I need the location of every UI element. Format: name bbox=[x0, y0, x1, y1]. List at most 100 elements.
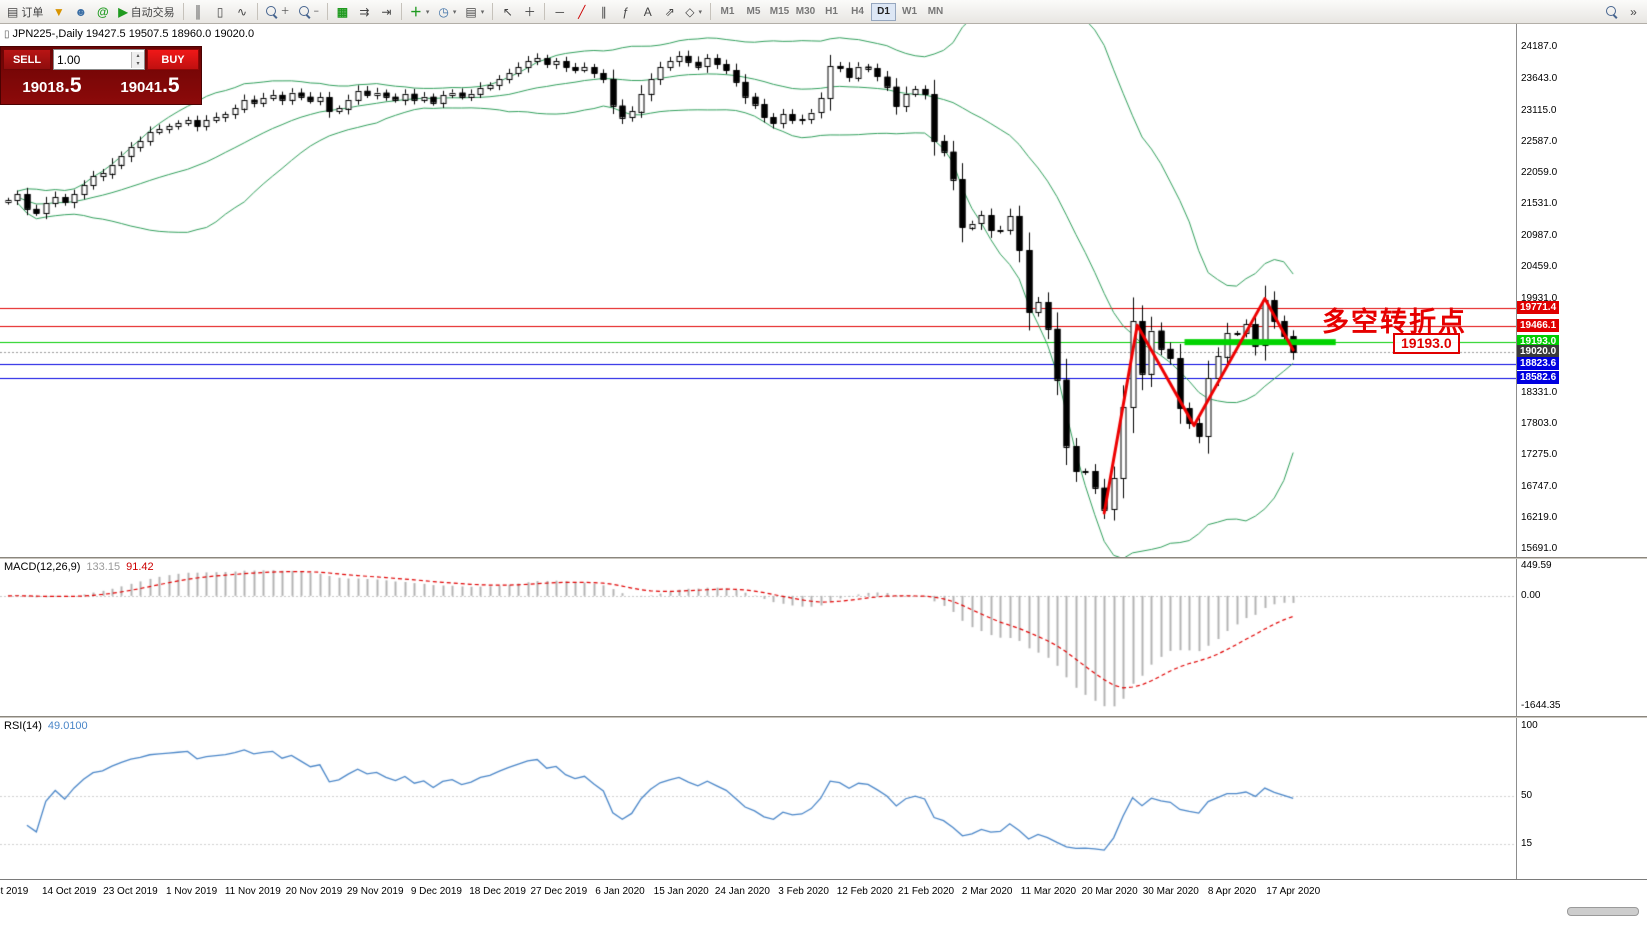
text-tool-icon: A bbox=[643, 4, 652, 19]
volume-box: ▴ ▾ bbox=[53, 49, 145, 70]
price-axis-label: 17803.0 bbox=[1521, 418, 1558, 430]
crosshair-icon: ＋ bbox=[523, 4, 536, 19]
auto-scroll-button[interactable]: ⇉ bbox=[354, 2, 375, 22]
macd-label: MACD(12,26,9) 133.15 91.42 bbox=[4, 561, 154, 573]
price-tag: 19020.0 bbox=[1517, 345, 1560, 359]
fibonacci-button[interactable]: ƒ bbox=[615, 2, 636, 22]
shapes-tool-button[interactable]: ◇ ▾ bbox=[681, 2, 706, 22]
timeframe-h4-button[interactable]: H4 bbox=[845, 3, 870, 21]
date-label: 14 Oct 2019 bbox=[41, 886, 97, 897]
date-label: 20 Nov 2019 bbox=[285, 886, 343, 897]
price-axis-label: 23115.0 bbox=[1521, 104, 1557, 116]
macd-name: MACD(12,26,9) bbox=[4, 561, 81, 573]
horizontal-scrollbar-thumb[interactable] bbox=[1567, 907, 1639, 916]
price-axis-label: 15691.0 bbox=[1521, 542, 1558, 554]
line-chart-button[interactable]: ∿ bbox=[232, 2, 253, 22]
bar-chart-icon: ║ bbox=[193, 4, 203, 19]
panel-splitter[interactable] bbox=[0, 716, 1647, 718]
profiles-button[interactable]: ☻ bbox=[70, 2, 91, 22]
auto-trading-label: 自动交易 bbox=[130, 6, 175, 19]
crosshair-button[interactable]: ＋ bbox=[519, 2, 540, 22]
macd-axis-label: 449.59 bbox=[1521, 560, 1552, 571]
price-axis-label: 19931.0 bbox=[1521, 292, 1558, 304]
timeframe-d1-button[interactable]: D1 bbox=[871, 2, 896, 21]
date-label: 6 Jan 2020 bbox=[595, 886, 645, 897]
cursor-button[interactable]: ↖ bbox=[497, 2, 518, 22]
price-axis-label: 16219.0 bbox=[1521, 511, 1558, 523]
price-tag: 19771.4 bbox=[1517, 300, 1560, 314]
shapes-icon: ◇ bbox=[685, 4, 695, 19]
new-order-button[interactable]: ▤ 订单 bbox=[3, 2, 47, 22]
toolbar-separator bbox=[492, 3, 494, 20]
spin-up-icon[interactable]: ▴ bbox=[132, 51, 144, 60]
trendline-button[interactable]: ╱ bbox=[571, 2, 592, 22]
filter-button[interactable]: ▼ bbox=[48, 2, 69, 22]
rsi-axis-label: 100 bbox=[1521, 720, 1538, 731]
sell-button[interactable]: SELL bbox=[3, 49, 51, 70]
price-axis-label: 23643.0 bbox=[1521, 73, 1558, 85]
rsi-panel: RSI(14) 49.0100 100 50 15 bbox=[0, 718, 1647, 879]
periods-button[interactable]: ◷ ▾ bbox=[434, 2, 460, 22]
zoom-out-icon bbox=[298, 5, 311, 18]
tile-windows-icon: ▦ bbox=[336, 4, 349, 19]
one-click-trade-panel: SELL ▴ ▾ BUY 19018 .5 19041.5 bbox=[0, 46, 202, 105]
channel-button[interactable]: ∥ bbox=[593, 2, 614, 22]
date-label: 29 Nov 2019 bbox=[346, 886, 404, 897]
search-icon bbox=[1605, 5, 1618, 18]
rsi-name: RSI(14) bbox=[4, 720, 42, 732]
symbol-ohlc-text: JPN225-,Daily 19427.5 19507.5 18960.0 19… bbox=[12, 28, 255, 40]
timeframe-w1-button[interactable]: W1 bbox=[897, 3, 922, 21]
volume-input[interactable] bbox=[54, 52, 131, 67]
line-chart-icon: ∿ bbox=[237, 4, 248, 19]
bar-chart-button[interactable]: ║ bbox=[188, 2, 209, 22]
timeframe-m15-button[interactable]: M15 bbox=[767, 3, 792, 21]
timeframe-m5-button[interactable]: M5 bbox=[741, 3, 766, 21]
price-axis-label: 22587.0 bbox=[1521, 135, 1558, 147]
timeframe-m30-button[interactable]: M30 bbox=[793, 3, 818, 21]
date-label: 23 Oct 2019 bbox=[103, 886, 158, 897]
panel-splitter[interactable] bbox=[0, 557, 1647, 559]
templates-button[interactable]: ▤ ▾ bbox=[461, 2, 488, 22]
rsi-canvas[interactable] bbox=[0, 718, 1516, 879]
toolbar-overflow-button[interactable]: » bbox=[1623, 2, 1644, 22]
toolbar-separator bbox=[544, 3, 546, 20]
main-chart-canvas[interactable] bbox=[0, 24, 1516, 557]
spin-down-icon[interactable]: ▾ bbox=[132, 59, 144, 68]
main-chart-panel: ▯ JPN225-,Daily 19427.5 19507.5 18960.0 1… bbox=[0, 24, 1647, 557]
zoom-in-button[interactable]: ＋ bbox=[262, 2, 294, 22]
buy-price-frac: .5 bbox=[162, 74, 180, 97]
tile-windows-button[interactable]: ▦ bbox=[332, 2, 353, 22]
buy-button[interactable]: BUY bbox=[147, 49, 199, 70]
auto-trading-button[interactable]: ▶ 自动交易 bbox=[114, 2, 178, 22]
zoom-out-button[interactable]: − bbox=[295, 2, 323, 22]
date-label: 21 Feb 2020 bbox=[897, 886, 955, 897]
price-axis-label: 18331.0 bbox=[1521, 387, 1558, 399]
buy-price: 19041.5 bbox=[101, 74, 199, 98]
timeframe-h1-button[interactable]: H1 bbox=[819, 3, 844, 21]
add-indicator-icon: ＋ bbox=[409, 4, 422, 19]
price-tag: 18823.6 bbox=[1517, 356, 1560, 370]
candlestick-chart-button[interactable]: ▯ bbox=[210, 2, 231, 22]
price-tag: 18582.6 bbox=[1517, 371, 1560, 385]
timeframe-mn-button[interactable]: MN bbox=[923, 3, 948, 21]
timeframe-m1-button[interactable]: M1 bbox=[715, 3, 740, 21]
indicators-button[interactable]: ＋ ▾ bbox=[406, 2, 434, 22]
date-label: 11 Mar 2020 bbox=[1020, 886, 1077, 897]
community-button[interactable]: @ bbox=[92, 2, 113, 22]
text-tool-button[interactable]: A bbox=[637, 2, 658, 22]
arrows-tool-button[interactable]: ⇗ bbox=[659, 2, 680, 22]
macd-canvas[interactable] bbox=[0, 559, 1516, 716]
auto-scroll-icon: ⇉ bbox=[359, 4, 370, 19]
chart-shift-button[interactable]: ⇥ bbox=[376, 2, 397, 22]
search-button[interactable] bbox=[1601, 2, 1622, 22]
channel-icon: ∥ bbox=[600, 4, 607, 19]
rsi-label: RSI(14) 49.0100 bbox=[4, 720, 88, 732]
toolbar-separator bbox=[326, 3, 328, 20]
new-order-icon: ▤ bbox=[7, 4, 19, 19]
horizontal-line-button[interactable]: ─ bbox=[549, 2, 570, 22]
chart-symbol-info: ▯ JPN225-,Daily 19427.5 19507.5 18960.0 1… bbox=[4, 28, 254, 40]
sell-price-main: 19018 bbox=[22, 79, 65, 96]
level-callout-19193: 19193.0 bbox=[1393, 333, 1460, 354]
date-label: 20 Mar 2020 bbox=[1081, 886, 1138, 897]
